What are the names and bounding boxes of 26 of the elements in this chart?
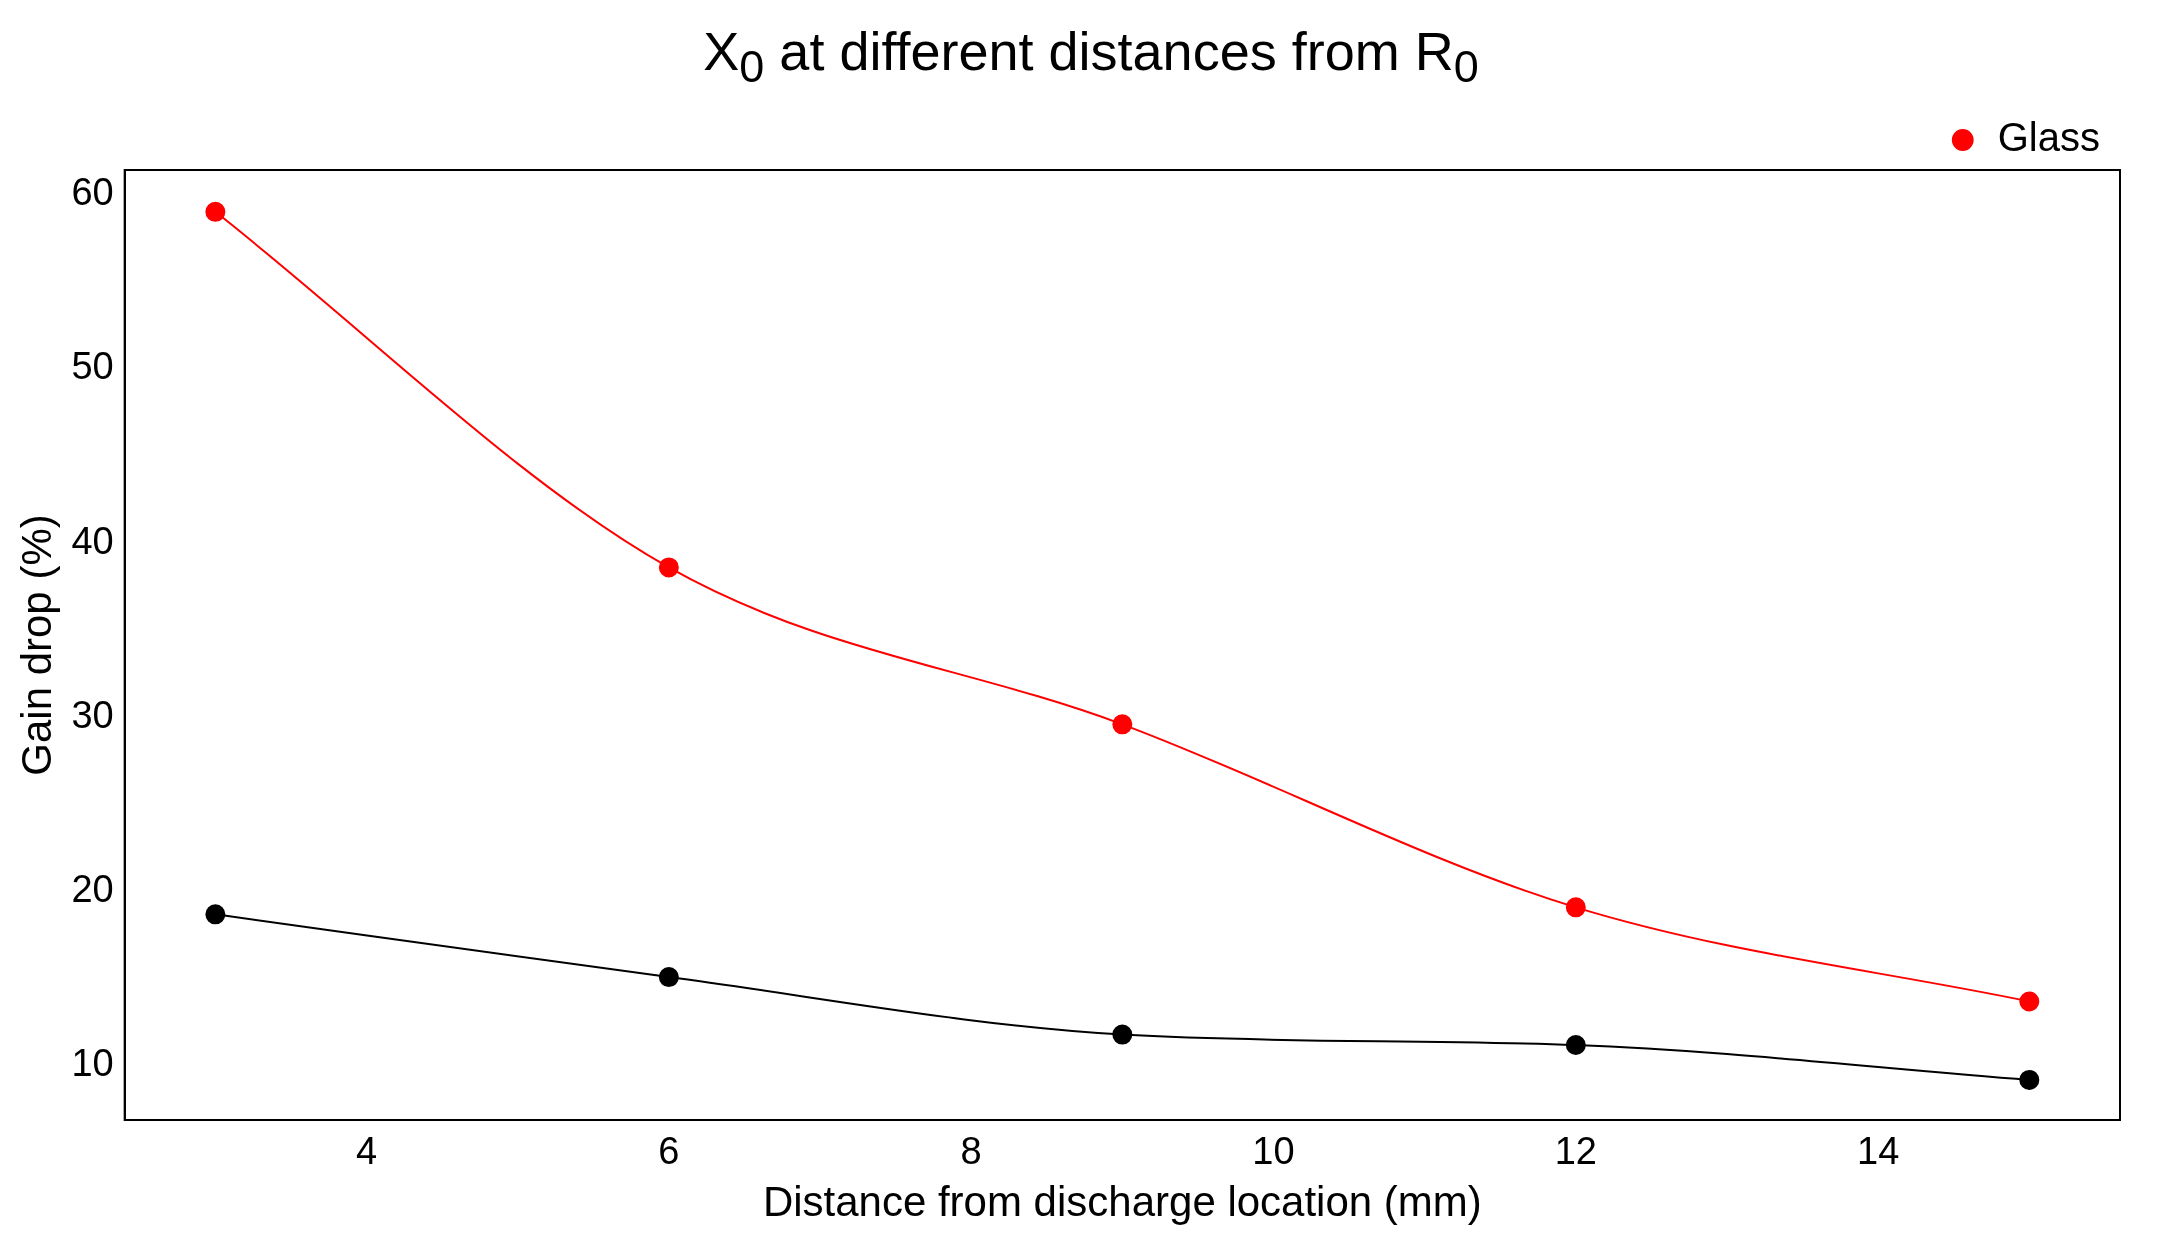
chart-title: X$_{0}$ at different distances from R$_{0}$ [702, 20, 1480, 94]
y-tick-label: 10 [71, 1042, 114, 1085]
x-tick-label: 14 [1857, 1130, 1900, 1173]
y-axis-title: Gain drop (%) [12, 514, 60, 776]
x-tick-label: 4 [355, 1130, 378, 1173]
point [658, 967, 679, 988]
x-tick-label: 8 [960, 1130, 982, 1173]
point [658, 557, 679, 578]
x-tick-label: 10 [1252, 1130, 1295, 1173]
point [1112, 714, 1133, 735]
y-tick-label: 60 [71, 170, 114, 213]
y-tick-label: 20 [71, 868, 114, 911]
x-tick-label: 12 [1554, 1130, 1597, 1173]
point [1112, 1024, 1133, 1045]
x-tick-label: 6 [658, 1130, 680, 1173]
y-tick-label: 40 [71, 519, 114, 562]
legend-label: Glass [1997, 115, 2100, 160]
point [205, 904, 226, 925]
point [1565, 1035, 1586, 1056]
x-axis-title: Distance from discharge location (mm) [762, 1178, 1482, 1226]
point [2019, 991, 2040, 1012]
point [205, 201, 226, 222]
y-tick-label: 50 [71, 345, 114, 388]
y-tick-label: 30 [71, 693, 114, 736]
point [1565, 897, 1586, 918]
point [2019, 1069, 2040, 1090]
